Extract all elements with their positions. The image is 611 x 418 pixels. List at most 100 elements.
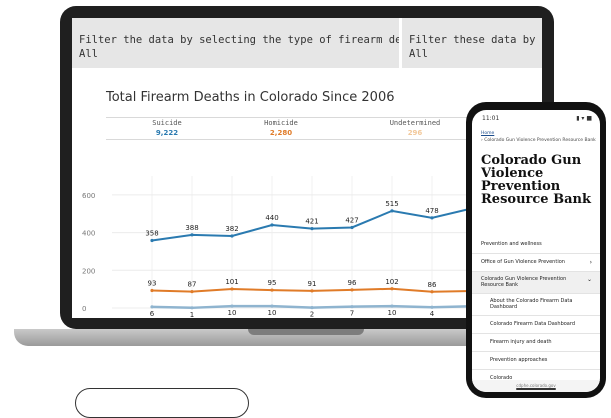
breadcrumb-home-link[interactable]: Home [481,131,495,136]
data-point[interactable] [150,288,154,293]
outline-button[interactable] [75,388,249,418]
data-label: 358 [145,229,158,237]
data-point[interactable] [310,306,314,310]
summary-homicide-value: 2,280 [269,129,293,137]
url-bar[interactable]: cdphe.colorado.gov [472,380,600,392]
y-tick-label: 400 [82,230,95,238]
data-point[interactable] [430,216,434,220]
data-label: 388 [185,224,198,232]
data-point[interactable] [350,305,354,309]
nav-item-data-dashboard[interactable]: Colorado Firearm Data Dashboard [472,316,600,334]
data-point[interactable] [390,304,394,308]
nav-item-office-gun-violence-prevention[interactable]: Office of Gun Violence Prevention › [472,254,600,272]
page-title: Colorado Gun Violence Prevention Resourc… [481,153,591,207]
laptop-notch [248,329,364,335]
summary-undetermined-label: Undetermined [389,119,441,127]
data-label: 478 [425,207,438,215]
summary-suicide-label: Suicide [152,119,182,127]
nav-item-label: Office of Gun Violence Prevention [481,259,565,265]
data-point[interactable] [390,287,394,291]
chevron-right-icon: › [589,259,592,266]
data-label: 95 [268,279,277,287]
data-label: 4 [430,310,435,318]
data-point[interactable] [310,227,314,231]
data-label: 427 [345,216,358,224]
data-label: 86 [428,281,437,289]
nav-item-label: Colorado [490,375,513,381]
data-point[interactable] [270,304,274,308]
data-point[interactable] [150,305,154,309]
dashboard-background [72,68,542,318]
nav-item-label: Prevention and wellness [481,241,542,247]
y-tick-label: 200 [82,267,95,275]
breadcrumb-current: › Colorado Gun Violence Prevention Resou… [481,138,596,143]
data-label: 421 [305,218,318,226]
nav-item-label: Prevention approaches [490,357,548,363]
summary-suicide-value: 9,222 [155,129,179,137]
data-label: 515 [385,200,398,208]
data-label: 10 [228,309,237,317]
nav-item-label: About the Colorado Firearm Data Dashboar… [490,298,573,310]
firearm-death-filter[interactable]: Filter the data by selecting the type of… [72,18,399,68]
side-nav: Prevention and wellness Office of Gun Vi… [472,236,600,388]
summary-homicide: Homicide 2,280 [236,119,326,137]
data-point[interactable] [190,233,194,237]
data-point[interactable] [190,289,194,294]
data-label: 10 [388,309,397,317]
data-point[interactable] [430,290,434,294]
status-time: 11:01 [482,115,500,122]
summary-undetermined: Undetermined 296 [370,119,460,137]
breadcrumb: Home › Colorado Gun Violence Prevention … [481,130,597,144]
data-point[interactable] [230,234,234,238]
status-bar: 11:01 ▮ ▾ ■ [472,110,600,126]
data-label: 2 [310,311,314,318]
laptop-base [14,329,598,346]
nav-item-prevention-approaches[interactable]: Prevention approaches [472,352,600,370]
data-point[interactable] [350,288,354,292]
data-label: 93 [148,279,157,287]
nav-item-prevention-wellness[interactable]: Prevention and wellness [472,236,600,254]
second-filter[interactable]: Filter these data by selecting All [402,18,542,68]
data-point[interactable] [270,223,274,227]
summary-top-rule [106,117,526,118]
data-point[interactable] [190,306,194,310]
data-label: 382 [225,225,238,233]
nav-item-resource-bank[interactable]: Colorado Gun Violence Prevention Resourc… [472,272,600,294]
nav-item-about-dashboard[interactable]: About the Colorado Firearm Data Dashboar… [472,294,600,316]
data-point[interactable] [350,225,354,230]
data-label: 1 [190,311,194,318]
nav-item-label: Colorado Firearm Data Dashboard [490,321,576,327]
data-point[interactable] [270,288,274,292]
data-label: 7 [350,310,354,318]
series-line [151,207,513,242]
data-point[interactable] [310,289,314,293]
data-point[interactable] [150,238,154,243]
data-point[interactable] [390,209,394,213]
summary-homicide-label: Homicide [264,119,298,127]
home-indicator[interactable] [516,388,556,390]
data-point[interactable] [430,305,434,309]
data-point[interactable] [230,304,234,308]
nav-item-label: Firearm injury and death [490,339,552,345]
dashboard-body: Total Firearm Deaths in Colorado Since 2… [72,18,542,318]
firearm-death-filter-value[interactable]: All [79,48,98,60]
firearm-death-filter-label: Filter the data by selecting the type of… [79,34,399,46]
nav-item-label: Colorado Gun Violence Prevention Resourc… [481,276,567,288]
series-line [151,287,513,307]
second-filter-value[interactable]: All [409,48,428,60]
data-label: 91 [308,280,317,288]
nav-item-injury-and-death[interactable]: Firearm injury and death [472,334,600,352]
y-tick-label: 0 [82,305,86,313]
dashboard-title: Total Firearm Deaths in Colorado Since 2… [106,90,395,105]
data-label: 87 [188,281,197,289]
second-filter-label: Filter these data by selecting [409,34,542,46]
series-line [151,304,513,310]
y-tick-label: 600 [82,192,95,200]
data-label: 102 [385,278,398,286]
data-label: 6 [150,310,155,318]
data-label: 96 [348,279,357,287]
chevron-down-icon: ⌄ [586,276,592,283]
data-label: 10 [268,309,277,317]
data-label: 101 [225,278,238,286]
data-point[interactable] [230,287,234,291]
